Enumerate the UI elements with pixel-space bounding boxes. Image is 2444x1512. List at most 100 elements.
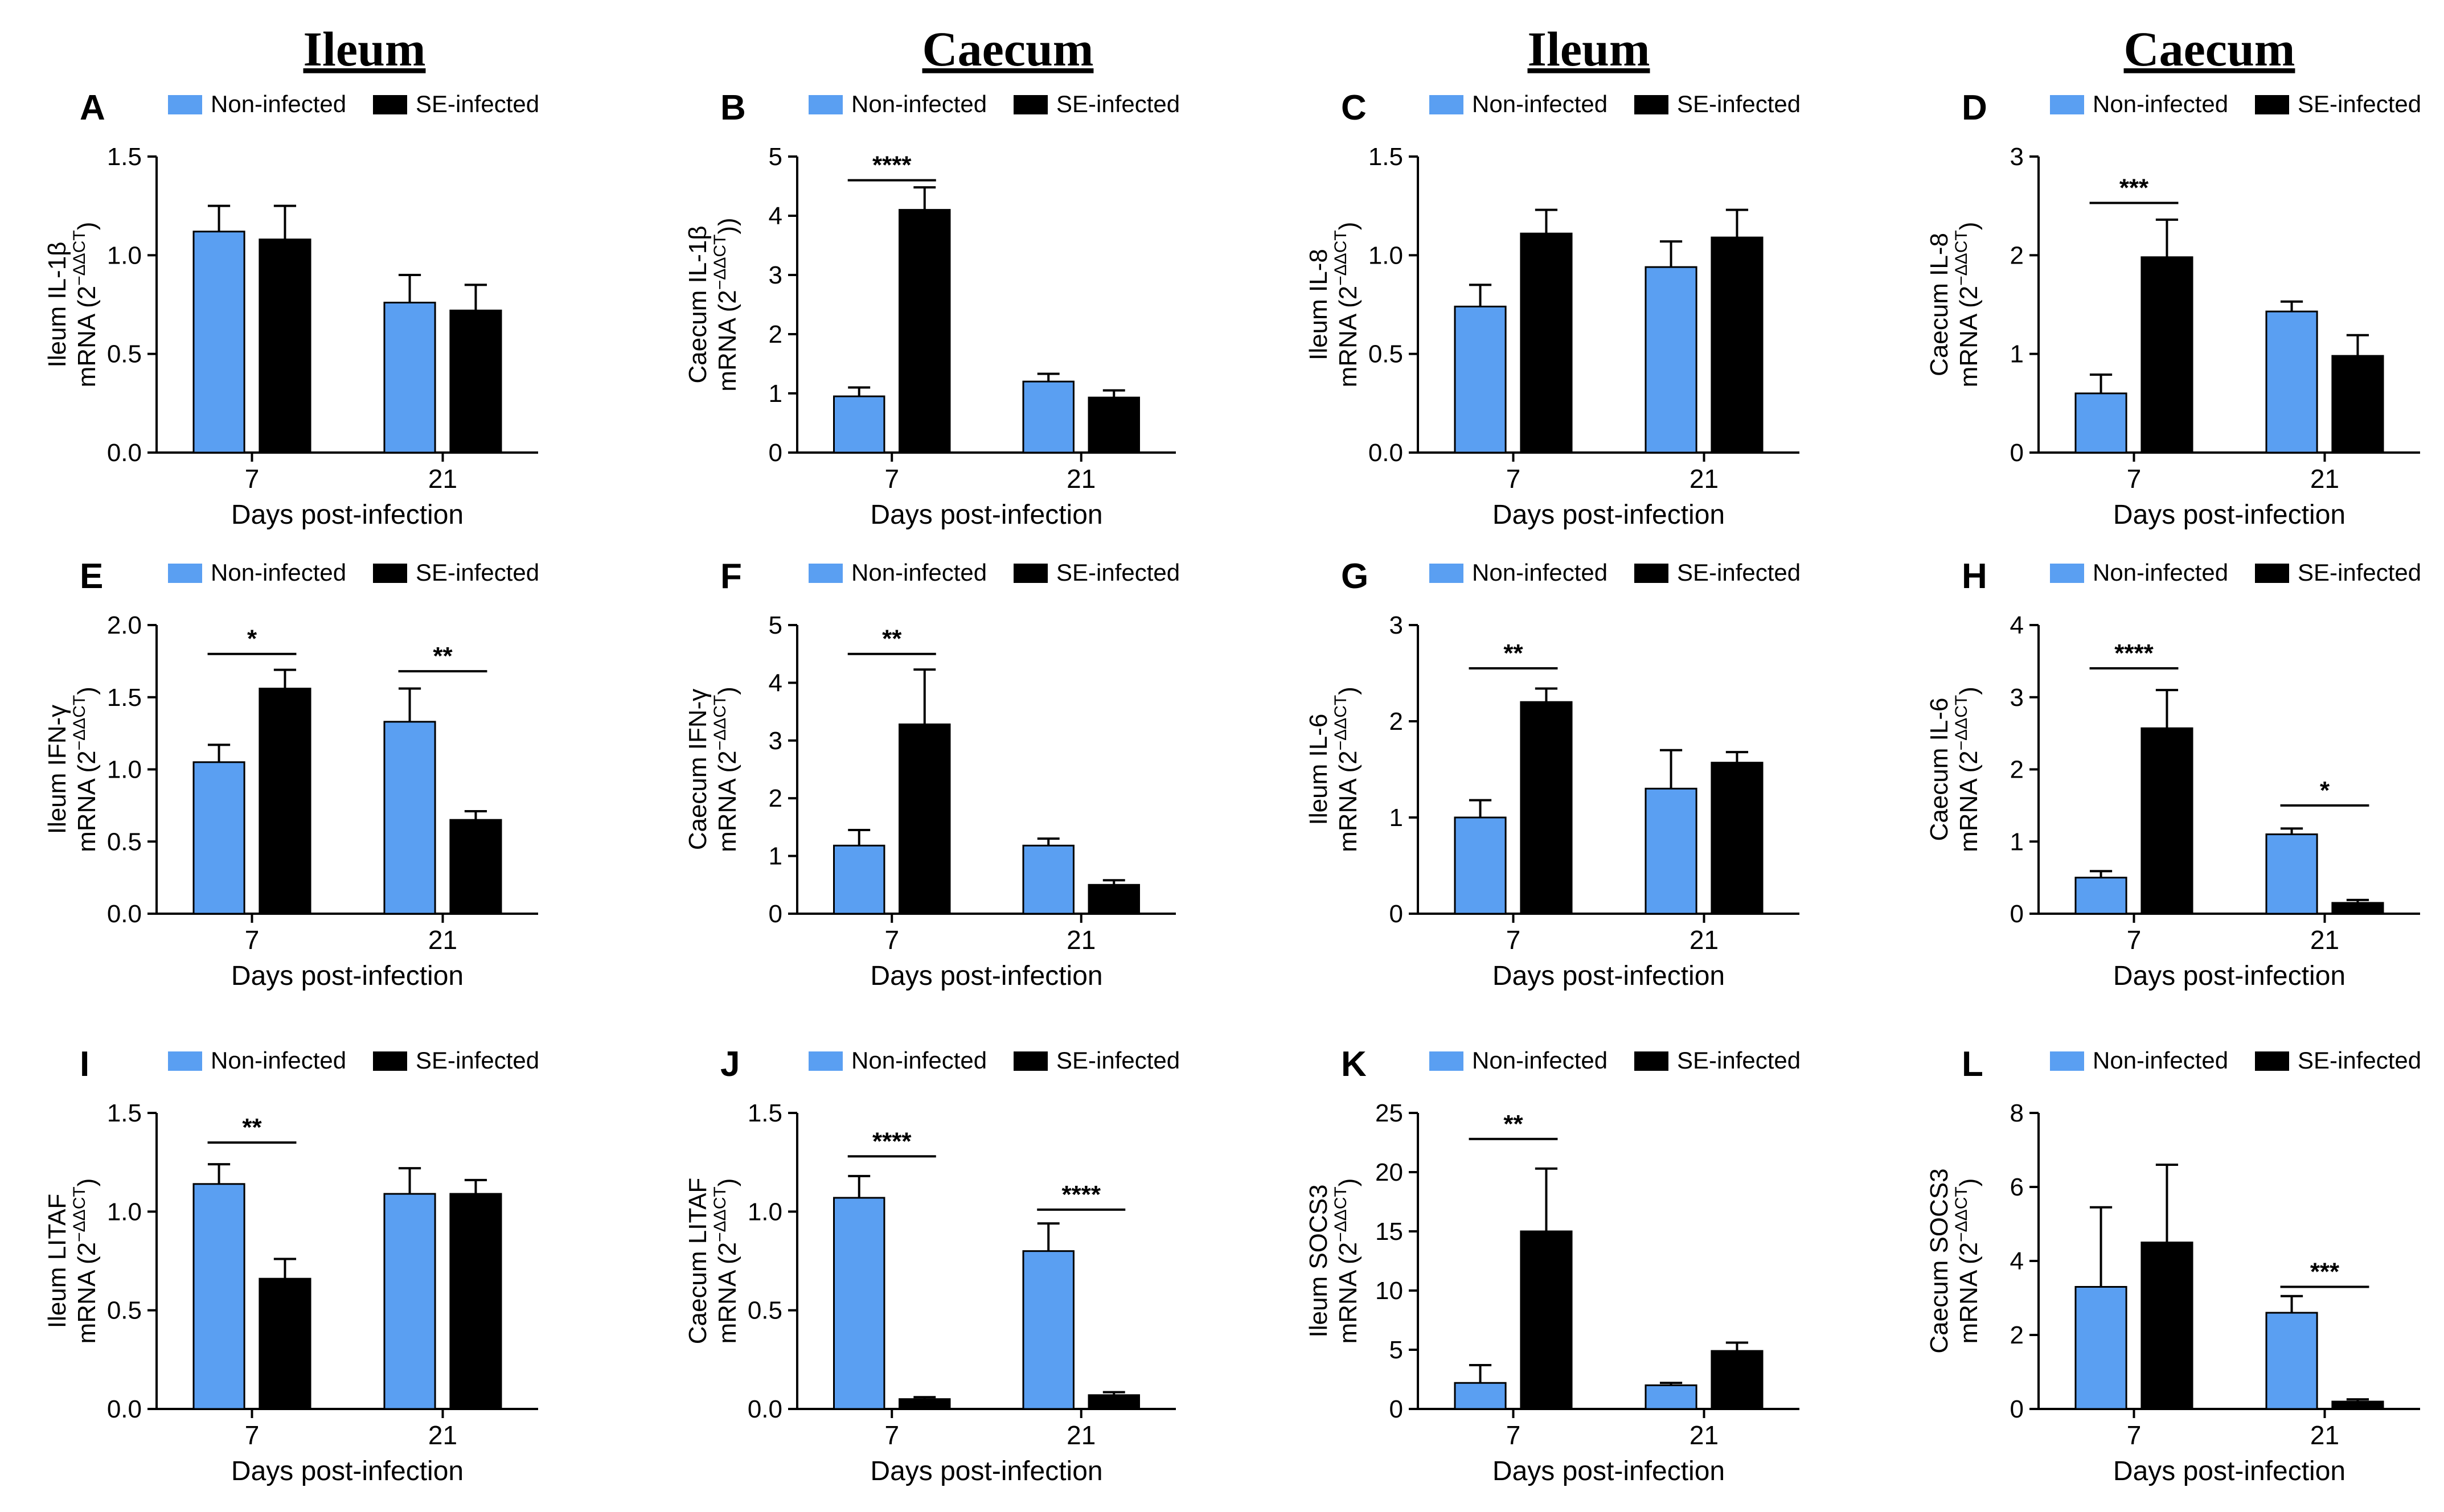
y-tick-label: 0.5 bbox=[1368, 340, 1403, 368]
panel-letter: H bbox=[1962, 557, 1987, 596]
legend-label-non-infected: Non-infected bbox=[2093, 559, 2228, 586]
significance-label: ** bbox=[882, 625, 902, 653]
y-axis-label-line2: mRNA (2 bbox=[713, 750, 741, 852]
bar-se-infected-day-7 bbox=[2140, 1242, 2193, 1410]
panel-letter: B bbox=[720, 88, 746, 128]
y-tick-label: 1.0 bbox=[1368, 241, 1403, 269]
y-axis-label-end: ) bbox=[73, 222, 101, 231]
bar-non-infected-day-7 bbox=[833, 844, 885, 915]
bar-se-infected-day-21 bbox=[2331, 902, 2384, 915]
y-axis-label-line1: Caecum IFN-γ bbox=[684, 689, 712, 850]
y-axis-label-sup: −ΔΔCT bbox=[711, 1186, 729, 1242]
y-axis-label-line2: mRNA (2 bbox=[1334, 1242, 1362, 1343]
y-tick-label: 2 bbox=[769, 784, 782, 812]
legend: Non-infected SE-infected bbox=[168, 559, 539, 586]
panel-e: E Non-infected SE-infected 0.0 0.5 1.0 1.5 2.0 I… bbox=[43, 557, 539, 991]
bar-non-infected-day-7 bbox=[1454, 816, 1507, 915]
legend-swatch-se-infected bbox=[1014, 1051, 1048, 1071]
y-axis-label-line2: mRNA (2 bbox=[1955, 1242, 1983, 1343]
x-tick-label: 21 bbox=[1690, 1420, 1719, 1450]
x-tick-label: 7 bbox=[245, 925, 260, 955]
bar-non-infected-day-7 bbox=[192, 231, 245, 454]
legend: Non-infected SE-infected bbox=[2050, 91, 2421, 117]
y-axis-label: Ileum IFN-γmRNA (2−ΔΔCT) bbox=[43, 687, 101, 852]
y-axis-label-sup: −ΔΔCT bbox=[711, 695, 729, 751]
legend: Non-infected SE-infected bbox=[809, 559, 1180, 586]
significance-label: *** bbox=[2310, 1258, 2340, 1286]
panel-i: I Non-infected SE-infected 0.0 0.5 1.0 1.5 Ileu… bbox=[43, 1045, 539, 1486]
y-tick-label: 5 bbox=[769, 611, 782, 639]
legend-label-non-infected: Non-infected bbox=[851, 1047, 987, 1074]
significance-label: **** bbox=[1062, 1181, 1101, 1209]
y-tick-label: 4 bbox=[2010, 611, 2024, 639]
legend-label-se-infected: SE-infected bbox=[1677, 91, 1801, 117]
y-axis-label-sup: −ΔΔCT bbox=[1952, 695, 1971, 751]
panel-letter: C bbox=[1341, 88, 1367, 128]
y-axis-label-line1: Caecum LITAF bbox=[684, 1178, 712, 1345]
y-axis-label-end: ) bbox=[713, 687, 741, 695]
legend-swatch-se-infected bbox=[2255, 564, 2289, 583]
y-tick-label: 1.0 bbox=[107, 756, 142, 784]
y-axis-label-sup: −ΔΔCT bbox=[1331, 695, 1350, 751]
legend-label-non-infected: Non-infected bbox=[2093, 1047, 2228, 1074]
y-axis-label-sup: −ΔΔCT bbox=[711, 235, 729, 290]
y-axis-label-end: ) bbox=[1955, 222, 1983, 231]
x-axis-label: Days post-infection bbox=[1492, 961, 1725, 991]
column-header-caecum-2: Caecum bbox=[2124, 22, 2295, 76]
y-axis-label-end: )) bbox=[713, 217, 741, 234]
x-tick-label: 7 bbox=[1506, 925, 1521, 955]
x-tick-label: 21 bbox=[2310, 464, 2339, 494]
y-tick-label: 0.0 bbox=[748, 1395, 782, 1423]
y-tick-label: 0.5 bbox=[748, 1297, 782, 1325]
y-axis-label: Ileum IL-8mRNA (2−ΔΔCT) bbox=[1305, 222, 1362, 388]
panel-letter: J bbox=[720, 1045, 740, 1084]
bar-non-infected-day-7 bbox=[833, 395, 885, 454]
bar-non-infected-day-21 bbox=[2265, 833, 2318, 915]
legend-swatch-se-infected bbox=[373, 95, 407, 114]
panel-a: A Non-infected SE-infected 0.0 0.5 1.0 1.5 Ileu… bbox=[43, 88, 539, 530]
bar-non-infected-day-7 bbox=[2074, 877, 2127, 915]
bar-se-infected-day-21 bbox=[449, 309, 502, 454]
y-tick-label: 0.5 bbox=[107, 1297, 142, 1325]
legend: Non-infected SE-infected bbox=[2050, 1047, 2421, 1074]
panel-h: H Non-infected SE-infected 0 1 2 3 4 Caecum IL-6… bbox=[1925, 557, 2421, 991]
y-axis-label-line2: mRNA (2 bbox=[713, 290, 741, 391]
y-tick-label: 15 bbox=[1375, 1218, 1403, 1246]
y-tick-label: 1.0 bbox=[748, 1198, 782, 1226]
legend-swatch-se-infected bbox=[1014, 564, 1048, 583]
y-tick-label: 0 bbox=[769, 439, 782, 467]
column-header-ileum-2: Ileum bbox=[1528, 22, 1650, 76]
panel-letter: G bbox=[1341, 557, 1368, 596]
y-axis-label-line1: Ileum IL-6 bbox=[1305, 714, 1332, 825]
y-axis-label-sup: −ΔΔCT bbox=[1952, 230, 1971, 286]
y-axis-label: Caecum IFN-γmRNA (2−ΔΔCT) bbox=[684, 687, 741, 852]
y-tick-label: 0.0 bbox=[107, 1395, 142, 1423]
y-axis-label-end: ) bbox=[73, 687, 101, 695]
y-tick-label: 2 bbox=[769, 321, 782, 348]
panel-letter: K bbox=[1341, 1045, 1367, 1084]
legend-label-se-infected: SE-infected bbox=[2298, 91, 2421, 117]
bar-non-infected-day-7 bbox=[2074, 392, 2127, 454]
bar-non-infected-day-21 bbox=[383, 1193, 436, 1410]
x-tick-label: 21 bbox=[1067, 925, 1096, 955]
y-axis-label-line1: Ileum IFN-γ bbox=[43, 705, 71, 834]
legend-label-non-infected: Non-infected bbox=[211, 91, 346, 117]
legend-label-se-infected: SE-infected bbox=[416, 91, 539, 117]
y-tick-label: 6 bbox=[2010, 1173, 2024, 1201]
bar-se-infected-day-21 bbox=[2331, 1400, 2384, 1410]
panel-d: D Non-infected SE-infected 0 1 2 3 Caecum IL-8m… bbox=[1925, 88, 2421, 530]
x-axis-label: Days post-infection bbox=[231, 1456, 464, 1486]
y-tick-label: 1.5 bbox=[107, 684, 142, 712]
legend-label-se-infected: SE-infected bbox=[416, 559, 539, 586]
bar-se-infected-day-21 bbox=[1088, 884, 1140, 915]
y-axis-label-line1: Caecum IL-8 bbox=[1925, 233, 1953, 376]
bar-se-infected-day-7 bbox=[1520, 232, 1573, 454]
y-tick-label: 0 bbox=[2010, 1395, 2024, 1423]
y-tick-label: 2 bbox=[1389, 708, 1403, 736]
x-axis-label: Days post-infection bbox=[1492, 500, 1725, 530]
panels-group: A Non-infected SE-infected0.00.51.01.5Ileu… bbox=[43, 88, 2421, 1486]
x-tick-label: 21 bbox=[2310, 925, 2339, 955]
significance-label: ** bbox=[1503, 639, 1523, 667]
x-axis-label: Days post-infection bbox=[2113, 500, 2345, 530]
y-axis-label-end: ) bbox=[73, 1178, 101, 1187]
